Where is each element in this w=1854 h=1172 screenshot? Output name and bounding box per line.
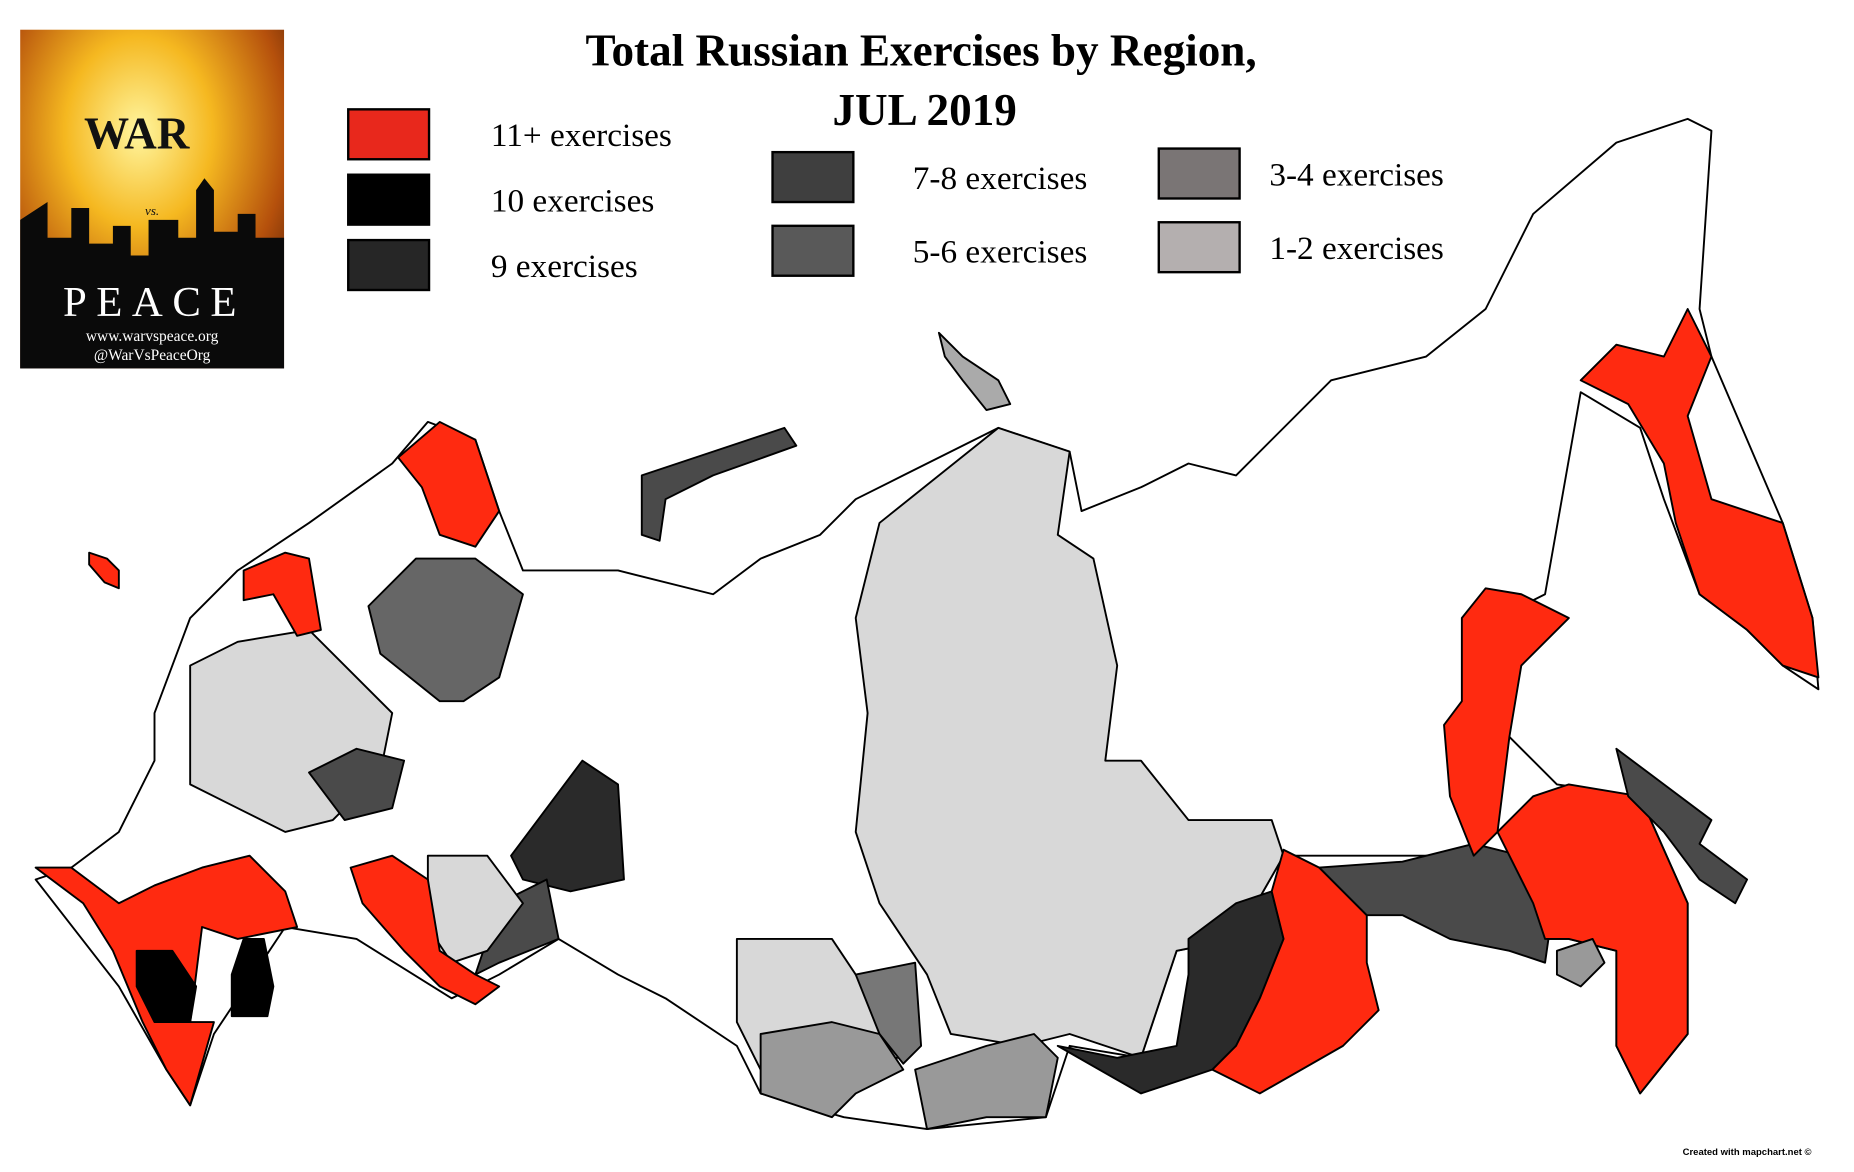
region: [135, 949, 198, 1024]
logo-handle: @WarVsPeaceOrg: [94, 347, 211, 364]
logo-url: www.warvspeace.org: [86, 328, 219, 345]
region: [1443, 587, 1570, 857]
legend: 11+ exercises 10 exercises 9 exercises 7-8 …: [347, 108, 1444, 292]
region: [308, 747, 406, 822]
logo-war: WAR: [84, 109, 190, 159]
region: [242, 551, 322, 637]
region: [367, 557, 524, 703]
legend-swatch: [347, 238, 431, 292]
logo: WAR vs. PEACE www.warvspeace.org @WarVsP…: [20, 29, 285, 369]
region: [640, 426, 798, 542]
legend-label: 5-6 exercises: [913, 234, 1088, 271]
legend-label: 7-8 exercises: [913, 160, 1088, 197]
title: Total Russian Exercises by Region,: [586, 25, 1257, 75]
region: [914, 1033, 1059, 1131]
title: JUL 2019: [832, 85, 1016, 135]
legend-swatch: [771, 150, 855, 204]
region: [349, 854, 501, 1006]
region: [1615, 747, 1749, 905]
region: [1555, 937, 1606, 988]
logo-vs: vs.: [145, 203, 159, 218]
legend-label: 3-4 exercises: [1269, 156, 1444, 193]
region: [230, 937, 275, 1018]
legend-swatch: [347, 108, 431, 161]
map: [34, 117, 1820, 1131]
skyline: [20, 178, 285, 369]
region: [88, 551, 120, 590]
legend-swatch: [347, 173, 431, 226]
region: [854, 961, 923, 1065]
legend-label: 10 exercises: [491, 183, 655, 220]
region: [510, 759, 625, 893]
legend-swatch: [771, 224, 855, 277]
region: [474, 878, 560, 976]
credit: Created with mapchart.net ©: [1683, 1147, 1812, 1158]
region: [397, 420, 501, 548]
legend-swatch: [1157, 147, 1241, 200]
logo-peace: PEACE: [63, 279, 246, 326]
region: [937, 331, 1012, 411]
legend-label: 9 exercises: [491, 248, 638, 285]
legend-swatch: [1157, 221, 1241, 274]
legend-label: 11+ exercises: [491, 117, 672, 154]
region: [759, 1021, 905, 1119]
region: [1579, 308, 1820, 679]
legend-label: 1-2 exercises: [1269, 230, 1444, 267]
